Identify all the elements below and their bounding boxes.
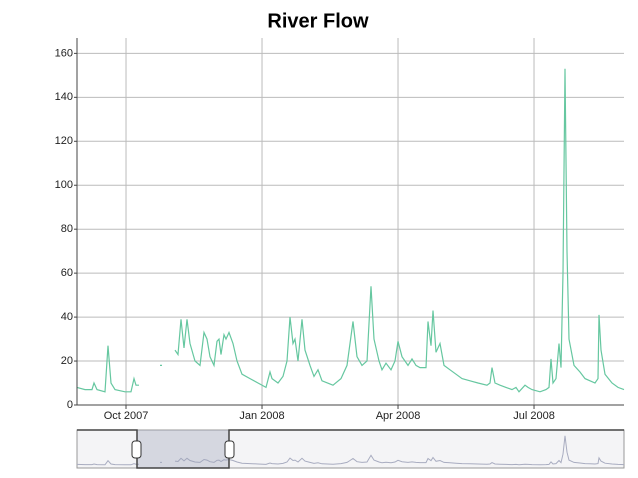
y-tick-label: 100 <box>55 179 73 191</box>
x-tick-label: Oct 2007 <box>104 410 149 422</box>
line-series <box>76 68 625 393</box>
y-tick-label: 140 <box>55 91 73 103</box>
navigator-outline <box>77 429 624 469</box>
navigator-selection[interactable] <box>137 430 229 468</box>
navigator-line <box>76 435 625 466</box>
y-tick-label: 40 <box>61 311 73 323</box>
y-tick-label: 80 <box>61 223 73 235</box>
navigator-handle-right[interactable] <box>224 440 235 459</box>
y-tick-label: 60 <box>61 267 73 279</box>
chart-title: River Flow <box>267 10 369 32</box>
x-tick-label: Apr 2008 <box>376 410 421 422</box>
y-tick-label: 160 <box>55 47 73 59</box>
y-tick-label: 0 <box>67 399 73 411</box>
navigator[interactable] <box>76 429 625 469</box>
navigator-handle-left[interactable] <box>131 440 142 459</box>
y-tick-label: 120 <box>55 135 73 147</box>
navigator-series <box>76 435 625 466</box>
x-tick-label: Jan 2008 <box>239 410 284 422</box>
plot <box>76 68 625 393</box>
x-tick-label: Jul 2008 <box>513 410 555 422</box>
y-tick-label: 20 <box>61 355 73 367</box>
